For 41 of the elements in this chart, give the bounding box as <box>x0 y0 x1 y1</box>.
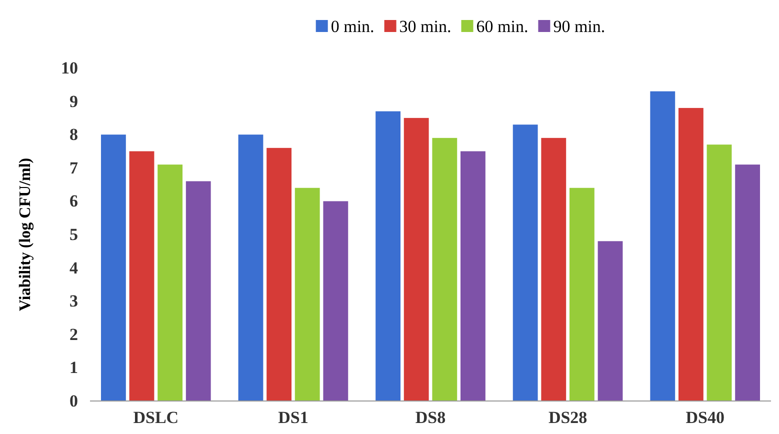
y-tick-label: 8 <box>70 125 78 144</box>
x-tick-label: DSLC <box>133 408 179 428</box>
bar <box>432 138 458 401</box>
legend-label: 60 min. <box>476 17 528 36</box>
bar <box>706 144 732 401</box>
y-axis-title: Viability (log CFU/ml) <box>17 158 34 312</box>
bar <box>598 241 623 401</box>
legend-label: 0 min. <box>330 17 374 36</box>
y-tick-label: 3 <box>70 292 78 311</box>
x-tick-label: DS1 <box>278 408 308 428</box>
bar <box>678 108 704 401</box>
bar <box>404 118 429 401</box>
bar <box>323 201 348 401</box>
y-tick-label: 2 <box>70 324 78 344</box>
y-tick-label: 10 <box>61 58 78 78</box>
legend-label: 90 min. <box>553 17 606 36</box>
bar <box>512 124 538 401</box>
bar <box>376 111 400 401</box>
x-tick-label: DS40 <box>686 408 724 428</box>
y-tick-label: 9 <box>70 92 78 111</box>
y-tick-label: 7 <box>70 158 78 178</box>
bar <box>238 134 264 401</box>
bar <box>294 188 320 401</box>
bar <box>541 138 566 401</box>
bar <box>735 164 760 401</box>
x-tick-label: DS28 <box>548 408 588 428</box>
x-tick-label: DS8 <box>415 408 446 428</box>
bar <box>266 148 292 401</box>
bar <box>100 134 126 401</box>
legend-label: 30 min. <box>399 17 452 36</box>
y-tick-label: 6 <box>70 192 78 211</box>
bar <box>186 181 211 401</box>
y-tick-label: 4 <box>70 258 78 278</box>
y-tick-label: 1 <box>70 358 78 378</box>
bar <box>569 188 594 401</box>
bar <box>158 164 183 401</box>
bar <box>460 151 486 401</box>
y-tick-label: 5 <box>70 224 78 244</box>
y-tick-label: 0 <box>70 391 78 410</box>
bar <box>650 91 676 401</box>
bar <box>129 151 154 401</box>
